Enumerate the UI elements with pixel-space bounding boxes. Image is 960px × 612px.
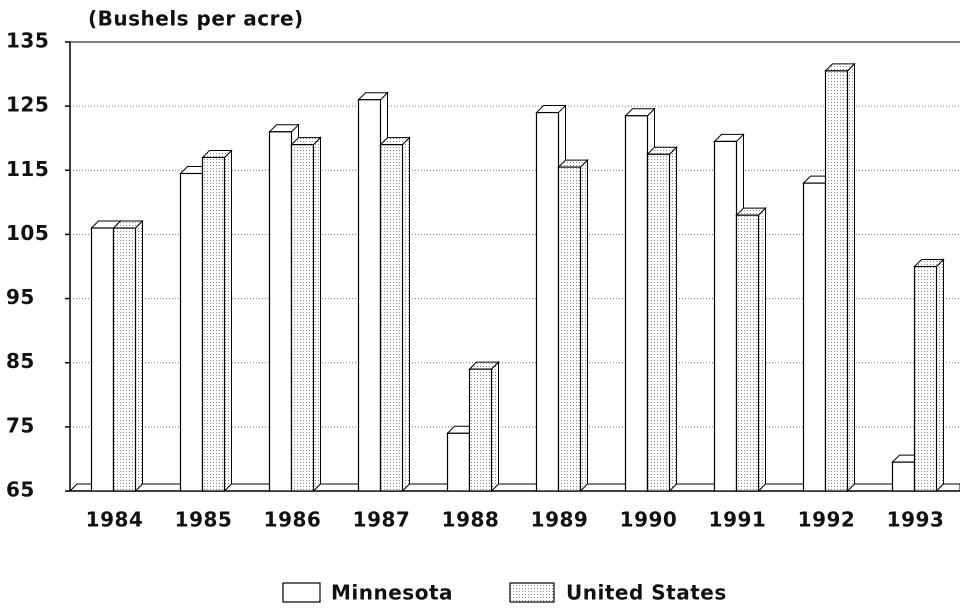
legend-swatch — [282, 582, 321, 603]
bar — [201, 156, 226, 492]
bar-side — [313, 136, 321, 493]
bar-side — [580, 158, 588, 493]
bar — [179, 172, 204, 492]
y-tick-label: 105 — [6, 221, 49, 245]
x-tick-label: 1987 — [353, 508, 411, 532]
bar — [290, 144, 315, 492]
x-tick-label: 1989 — [531, 508, 589, 532]
bar — [379, 144, 404, 492]
bar — [446, 432, 471, 492]
bar — [535, 111, 560, 492]
y-axis-label: (Bushels per acre) — [88, 7, 304, 31]
bar-side — [224, 149, 232, 493]
bar-side — [758, 206, 766, 493]
legend-label: Minnesota — [331, 581, 453, 605]
bar-side — [402, 136, 410, 493]
legend-label: United States — [566, 581, 727, 605]
x-tick-label: 1991 — [709, 508, 767, 532]
bar — [268, 131, 293, 492]
bar — [357, 99, 382, 492]
bar-side — [669, 146, 677, 493]
x-tick-label: 1985 — [175, 508, 233, 532]
bar-side — [936, 258, 944, 493]
y-tick-label: 65 — [6, 478, 35, 502]
x-tick-label: 1993 — [887, 508, 945, 532]
bar-side — [135, 219, 143, 493]
bar — [891, 461, 916, 492]
bar — [802, 182, 827, 492]
bar — [824, 70, 849, 492]
x-tick-label: 1992 — [798, 508, 856, 532]
y-tick-label: 75 — [6, 413, 35, 437]
x-tick-label: 1984 — [86, 508, 144, 532]
bar — [557, 166, 582, 492]
legend-swatch — [509, 582, 555, 603]
bar — [913, 265, 938, 492]
y-tick-label: 125 — [6, 93, 49, 117]
x-tick-label: 1990 — [620, 508, 678, 532]
bar — [112, 227, 137, 492]
y-tick-label: 95 — [6, 285, 35, 309]
y-tick-label: 85 — [6, 349, 35, 373]
bar — [735, 214, 760, 492]
y-tick-label: 135 — [6, 29, 49, 53]
bar — [90, 227, 115, 492]
y-tick-label: 115 — [6, 157, 49, 181]
bar — [624, 115, 649, 492]
bar-side — [491, 360, 499, 493]
x-tick-label: 1988 — [442, 508, 500, 532]
bar — [468, 368, 493, 492]
bar — [646, 153, 671, 492]
bar-side — [847, 62, 855, 493]
bar — [713, 140, 738, 492]
x-tick-label: 1986 — [264, 508, 322, 532]
